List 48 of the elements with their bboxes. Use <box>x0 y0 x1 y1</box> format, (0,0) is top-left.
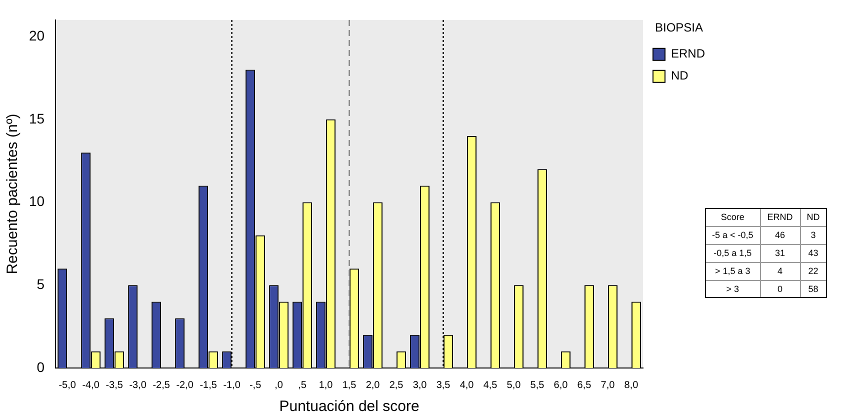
data-label: 0 <box>776 283 784 296</box>
y-tick-label: 20 <box>28 27 45 44</box>
x-tick-label: 5,0 <box>506 380 522 391</box>
x-tick-label: ,0 <box>274 380 284 391</box>
y-tick-label: -5 a < -0,5 <box>711 229 754 242</box>
x-tick-label: 6,5 <box>577 380 592 391</box>
y-tick-label: 15 <box>28 110 45 126</box>
y-tick-label: > 1,5 a 3 <box>714 265 752 278</box>
x-tick-label: -5,0 <box>58 380 76 391</box>
legend-title: BIOPSIA <box>654 20 704 34</box>
x-tick-label: -3,0 <box>129 380 147 391</box>
x-tick-label: 2,0 <box>366 380 380 391</box>
x-tick-label: 8,0 <box>624 380 639 391</box>
x-tick-label: 3,5 <box>436 380 451 391</box>
x-tick-label: -,5 <box>249 380 262 391</box>
data-label: 58 <box>807 283 820 296</box>
x-tick-label: 4,5 <box>483 380 498 391</box>
legend-label: ERND <box>671 46 706 61</box>
x-tick-label: 6,0 <box>554 380 568 391</box>
y-axis-title: Recuento pacientes (nº) <box>4 114 22 274</box>
data-label: 22 <box>807 265 820 278</box>
data-label: 43 <box>807 247 820 260</box>
y-tick-label: 10 <box>28 193 45 210</box>
x-tick-label: 1,5 <box>342 380 357 391</box>
y-tick-label: > 3 <box>725 283 740 296</box>
x-tick-label: -1,5 <box>200 380 218 391</box>
x-tick-label: 2,5 <box>389 380 404 391</box>
x-tick-label: 5,5 <box>530 380 545 391</box>
legend-label: ND <box>671 68 689 83</box>
x-axis-title: Puntuación del score <box>279 398 420 416</box>
x-tick-label: -3,5 <box>106 380 124 391</box>
data-label: 31 <box>774 247 786 260</box>
y-tick-label: 0 <box>36 358 45 375</box>
data-label: 3 <box>810 229 817 242</box>
x-tick-label: -2,0 <box>176 380 194 391</box>
y-tick-label: 5 <box>36 276 45 292</box>
x-tick-label: -4,0 <box>82 380 100 391</box>
x-tick-label: 3,0 <box>412 380 428 391</box>
data-label: 46 <box>774 229 786 242</box>
x-tick-label: 7,0 <box>600 380 616 391</box>
y-tick-label: -0,5 a 1,5 <box>712 247 753 260</box>
data-label: 4 <box>776 265 784 278</box>
x-tick-label: -2,5 <box>152 380 170 391</box>
x-tick-label: -1,0 <box>223 380 241 391</box>
text: Score <box>720 211 746 224</box>
x-tick-label: ,5 <box>298 380 307 391</box>
x-tick-label: 4,0 <box>460 380 474 391</box>
x-tick-label: 1,0 <box>318 380 334 391</box>
